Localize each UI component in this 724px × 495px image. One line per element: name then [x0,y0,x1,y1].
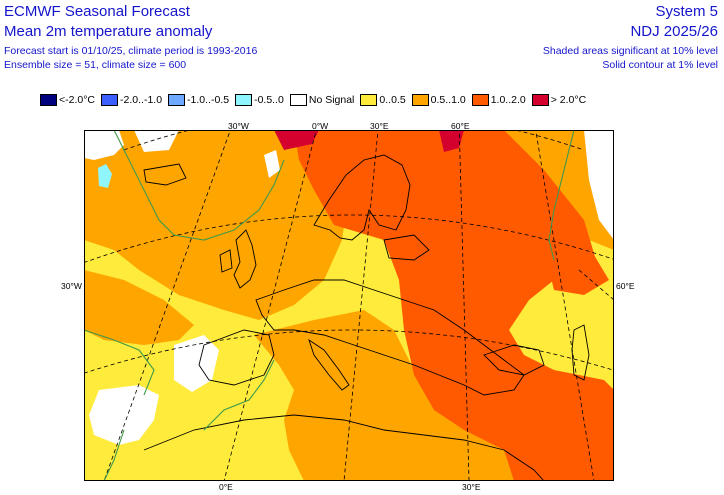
legend-item: -1.0..-0.5 [168,94,229,106]
legend-item: <-2.0°C [40,94,95,106]
no-signal-region [89,385,159,445]
legend-label: 1.0..2.0 [490,94,526,106]
lon-label: 0°E [219,482,233,492]
legend: <-2.0°C -2.0..-1.0 -1.0..-0.5 -0.5..0 No… [40,93,592,107]
significance-contour-line [103,429,125,481]
graticule-meridian [535,130,595,481]
anomaly-map [84,130,614,481]
coastline-black-sea [483,344,545,376]
legend-swatch [101,94,119,106]
ensemble-info: Ensemble size = 51, climate size = 600 [4,59,187,71]
chart-title: ECMWF Seasonal Forecast [4,3,190,20]
system-label: System 5 [655,3,718,20]
graticule-edge [578,269,614,301]
coastlines [143,154,590,481]
lat-label: 30°W [61,281,82,291]
coastline-africa [143,414,545,481]
graticule-parallel [84,329,614,374]
significance-shaded: Shaded areas significant at 10% level [542,45,718,57]
legend-label: > 2.0°C [550,94,587,106]
lon-label: 0°W [312,121,329,131]
no-signal-region [84,130,124,160]
anomaly-cyan-region [98,164,112,188]
legend-label: <-2.0°C [59,94,96,106]
legend-swatch [235,94,253,106]
lat-label: 60°E [616,281,635,291]
map-frame [84,130,614,481]
legend-item: -0.5..0 [235,94,284,106]
coastline-caspian [571,324,590,381]
lon-label: 30°W [228,121,249,131]
significance-contour-line [84,329,155,396]
significance-contour-line [548,130,575,261]
lon-label: 30°E [370,121,389,131]
season-label: NDJ 2025/26 [630,23,718,40]
anomaly-darkred-region [439,130,464,152]
coastline-britain [233,229,257,289]
coastline-iberia [198,329,275,386]
no-signal-region [264,150,280,178]
legend-item: 1.0..2.0 [471,94,526,106]
legend-label: No Signal [308,94,355,106]
coastline-scandinavia [313,154,411,241]
legend-swatch [289,94,307,106]
chart-subtitle: Mean 2m temperature anomaly [4,23,213,40]
anomaly-orange-region [84,130,349,320]
legend-item: -2.0..-1.0 [101,94,162,106]
graticule-meridian [343,130,379,481]
coastline-baltic [383,234,430,261]
legend-swatch [411,94,429,106]
legend-item: No Signal [289,94,355,106]
lon-label: 60°E [451,121,470,131]
graticule-parallel [123,130,585,151]
legend-label: -2.0..-1.0 [120,94,163,106]
legend-label: -1.0..-0.5 [187,94,230,106]
graticule-meridian [103,130,231,481]
no-signal-region [134,130,179,152]
significance-contour-line [203,359,275,431]
legend-swatch [531,94,549,106]
lon-label: 30°E [462,482,481,492]
legend-swatch [360,94,378,106]
anomaly-redorange-region [544,250,609,295]
forecast-info: Forecast start is 01/10/25, climate peri… [4,45,258,57]
legend-item: 0.5..1.0 [411,94,466,106]
significance-contours [84,130,575,481]
graticule-parallel [84,214,614,264]
significance-contour: Solid contour at 1% level [602,59,718,71]
legend-item: 0..0.5 [360,94,406,106]
legend-label: -0.5..0 [254,94,284,106]
legend-label: 0.5..1.0 [430,94,466,106]
coastline-ireland [219,249,233,273]
legend-item: > 2.0°C [531,94,587,106]
legend-swatch [40,94,57,106]
coastline-italy [308,338,350,391]
coastline-iceland [143,163,187,186]
anomaly-darkred-region [274,130,319,150]
legend-label: 0..0.5 [379,94,406,106]
legend-swatch [168,94,186,106]
anomaly-orange-region [84,270,194,345]
legend-swatch [471,94,489,106]
no-signal-region [584,130,614,240]
coastline-mainland [255,279,525,396]
significance-contour-line [113,130,285,241]
